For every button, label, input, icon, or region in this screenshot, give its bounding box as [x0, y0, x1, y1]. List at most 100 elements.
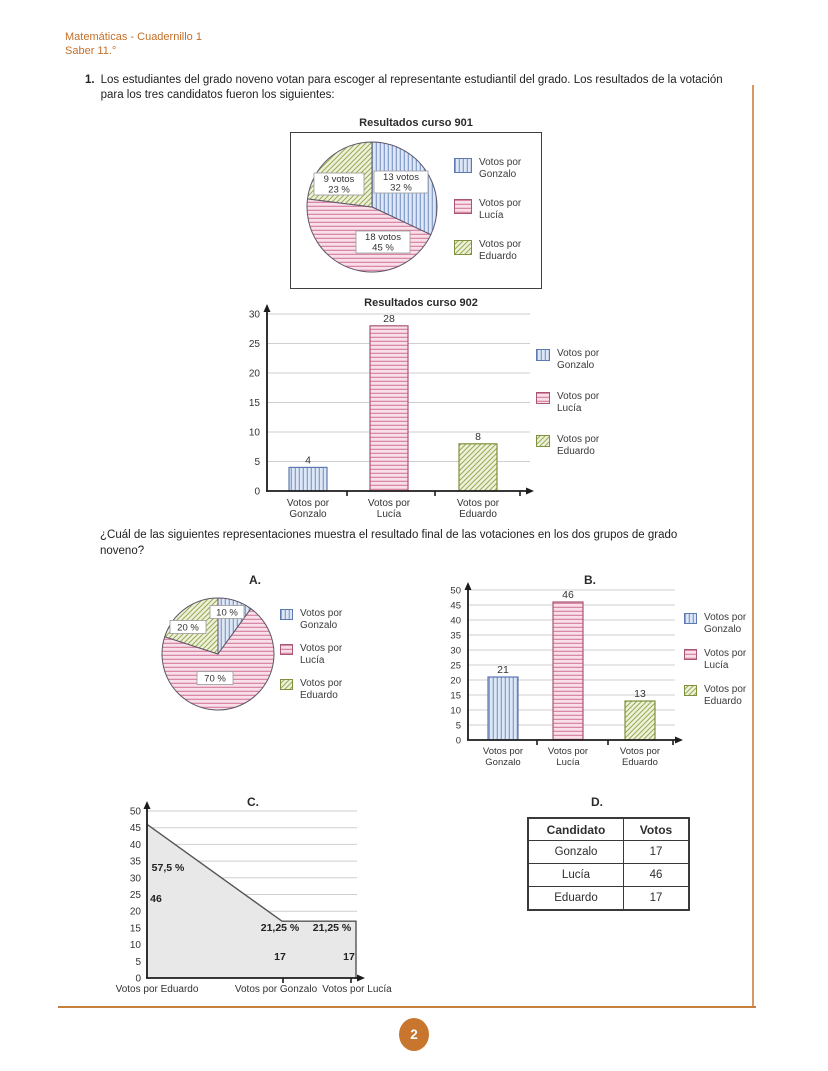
chart-902-legend: Votos por Gonzalo Votos por Lucía Votos por E… [536, 348, 599, 457]
table-cell: 17 [623, 840, 690, 864]
y-tick-label: 0 [254, 487, 260, 498]
y-tick-label: 50 [450, 586, 461, 597]
page-number: 2 [410, 1027, 418, 1042]
table-cell: Eduardo [527, 886, 624, 911]
legend-item-lucia: Votos por Lucía [280, 643, 342, 666]
legend-item-eduardo: Votos por Eduardo [280, 678, 342, 701]
y-tick-label: 30 [130, 873, 142, 884]
y-tick-label: 15 [130, 923, 142, 934]
y-tick-label: 0 [456, 736, 461, 747]
x-category-label: Lucía [556, 757, 580, 768]
y-tick-label: 35 [130, 857, 142, 868]
pie-label: 23 % [328, 185, 350, 196]
y-tick-label: 50 [130, 807, 142, 818]
x-category-label: Eduardo [459, 509, 497, 520]
question-text: Los estudiantes del grado noveno votan p… [100, 74, 723, 101]
bar-eduardo [624, 700, 656, 741]
legend-label: Votos por Gonzalo [300, 608, 343, 631]
legend-swatch-lucia [280, 644, 293, 655]
option-b-legend: Votos por Gonzalo Votos por Lucía Votos por E… [684, 612, 746, 707]
legend-item-gonzalo: Votos por Gonzalo [684, 612, 746, 635]
x-category-label: Votos por [368, 498, 411, 509]
y-tick-label: 20 [249, 369, 261, 380]
legend-label: Votos por Eduardo [300, 678, 343, 701]
y-tick-label: 40 [130, 840, 142, 851]
legend-swatch-lucia [684, 649, 697, 660]
y-tick-label: 5 [456, 721, 461, 732]
y-tick-label: 10 [130, 940, 142, 951]
pie-label: 32 % [390, 183, 412, 194]
bar-eduardo [458, 443, 498, 492]
legend-item-eduardo: Votos por Eduardo [684, 684, 746, 707]
bar-value-label: 46 [562, 589, 574, 601]
legend-item-gonzalo: Votos por Gonzalo [280, 608, 342, 631]
pie-label: 10 % [216, 608, 238, 619]
legend-item-eduardo: Votos por Eduardo [454, 239, 521, 262]
x-category-label: Votos por [287, 498, 330, 509]
y-tick-label: 20 [450, 676, 461, 687]
table-cell: 46 [623, 863, 690, 887]
area-line [146, 823, 357, 978]
bar-value-label: 28 [383, 313, 395, 325]
question-1: 1. Los estudiantes del grado noveno vota… [85, 73, 750, 103]
legend-swatch-lucia [536, 392, 550, 404]
pie-label-box [209, 605, 245, 619]
axis-arrow-up [143, 801, 151, 809]
legend-item-lucia: Votos por Lucía [684, 648, 746, 671]
pie-slice-lucia [161, 608, 275, 711]
pie-label: 9 votos [324, 174, 355, 185]
votes-table-header: Candidato [527, 817, 624, 841]
legend-swatch-lucia [454, 199, 472, 214]
x-category-label: Eduardo [622, 757, 658, 768]
bar-lucia [552, 601, 584, 741]
booklet-title: Matemáticas - Cuadernillo 1 [65, 31, 202, 43]
pie-label-box [196, 671, 234, 685]
y-tick-label: 30 [249, 310, 261, 321]
question-prompt: ¿Cuál de las siguientes representaciones… [100, 529, 678, 557]
option-d-label: D. [591, 795, 603, 809]
legend-label: Votos por Lucía [300, 643, 343, 666]
option-c-label: C. [247, 795, 259, 809]
chart-902-title: Resultados curso 902 [364, 297, 478, 309]
bar-gonzalo [288, 466, 328, 492]
x-category-label: Votos por Eduardo [116, 984, 199, 995]
legend-swatch-eduardo [280, 679, 293, 690]
votes-table: Candidato Votos Gonzalo 17 Lucía 46 Eduardo 17 [527, 817, 690, 911]
legend-label: Votos por Gonzalo [557, 348, 600, 371]
y-tick-label: 5 [135, 957, 141, 968]
y-tick-label: 10 [450, 706, 461, 717]
area-annotation: 17 [274, 951, 286, 963]
area-fill [147, 824, 356, 978]
area-annotation: 21,25 % [313, 922, 352, 934]
exam-name: Saber 11.° [65, 45, 117, 57]
axis-arrow-right [526, 487, 534, 495]
option-d-table: Candidato Votos Gonzalo 17 Lucía 46 Eduardo 17 [527, 817, 690, 911]
option-a-label: A. [249, 573, 261, 587]
y-tick-label: 10 [249, 428, 261, 439]
pie-label-box [313, 172, 365, 196]
legend-label: Votos por Lucía [479, 198, 522, 221]
page-number-badge: 2 [399, 1018, 429, 1051]
pie-label-box [169, 620, 207, 634]
option-c-area-chart: 0 5 10 15 20 25 30 35 40 45 50 Votos por Eduardo Vot… [116, 801, 392, 995]
option-b-label: B. [584, 573, 596, 587]
x-category-label: Votos por Lucía [322, 984, 392, 995]
legend-item-lucia: Votos por Lucía [536, 391, 599, 414]
x-category-label: Votos por [457, 498, 500, 509]
bar-value-label: 4 [305, 454, 311, 466]
axis-arrow-up [263, 304, 271, 312]
y-tick-label: 35 [450, 631, 461, 642]
legend-swatch-eduardo [536, 435, 550, 447]
bar-value-label: 13 [634, 688, 646, 700]
x-category-label: Gonzalo [485, 757, 520, 768]
x-category-label: Votos por [620, 746, 660, 757]
legend-swatch-eduardo [684, 685, 697, 696]
legend-label: Votos por Lucía [557, 391, 600, 414]
area-annotation: 21,25 % [261, 922, 300, 934]
y-tick-label: 5 [254, 457, 260, 468]
chart-901-legend: Votos por Gonzalo Votos por Lucía Votos por E… [454, 157, 521, 262]
y-tick-label: 15 [249, 398, 261, 409]
